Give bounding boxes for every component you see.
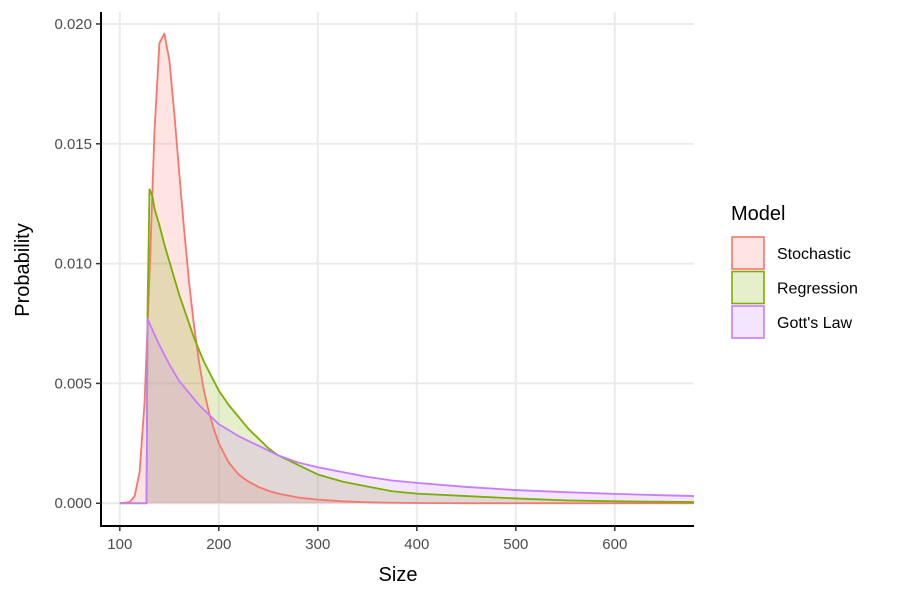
x-tick-label: 600 — [602, 536, 627, 553]
legend-label-gott-s-law: Gott's Law — [777, 315, 853, 332]
legend-label-regression: Regression — [777, 281, 858, 298]
legend: Model Stochastic Regression Gott's Law — [731, 203, 858, 339]
y-tick-label: 0.010 — [54, 256, 92, 273]
x-axis-title: Size — [379, 564, 418, 586]
x-tick-label: 400 — [404, 536, 429, 553]
series-line-stochastic — [119, 32, 694, 505]
legend-label-stochastic: Stochastic — [777, 246, 851, 263]
legend-key-stochastic — [731, 236, 765, 270]
y-tick-label: 0.000 — [54, 495, 92, 512]
grid-layer — [101, 12, 694, 526]
series-line-regression — [119, 188, 695, 505]
x-tick-label: 200 — [206, 536, 231, 553]
x-tick-label: 300 — [305, 536, 330, 553]
legend-key-regression — [731, 270, 765, 305]
series-area-regression — [119, 189, 694, 504]
x-tick-label: 500 — [503, 536, 528, 553]
y-tick-label: 0.015 — [54, 136, 92, 153]
labels-layer: Size Probability — [12, 223, 417, 586]
y-tick-label: 0.005 — [54, 375, 92, 392]
y-tick-label: 0.020 — [54, 16, 92, 33]
series-area-gott-s-law — [119, 318, 694, 504]
series-layer — [119, 32, 695, 505]
legend-key-gott-s-law — [731, 305, 765, 339]
series-area-stochastic — [119, 33, 694, 504]
y-axis-title: Probability — [12, 223, 34, 316]
series-line-gott-s-law — [119, 317, 695, 505]
legend-title: Model — [731, 203, 785, 225]
axes-layer: 100 200 300 400 500 600 0.000 0.005 0.010 0.015 0.… — [54, 12, 694, 553]
x-tick-label: 100 — [107, 536, 132, 553]
